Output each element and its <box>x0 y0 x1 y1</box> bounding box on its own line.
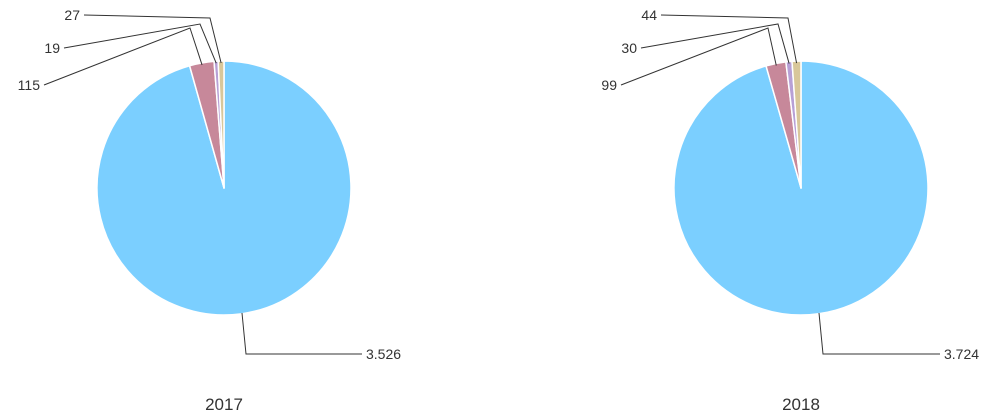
leader-line-2017-0 <box>241 312 362 355</box>
slice-label-2017-2: 19 <box>44 40 60 56</box>
slice-label-2017-1: 115 <box>18 77 41 93</box>
chart-title-2017: 2017 <box>205 395 243 414</box>
pie-chart-2017: 3.526 115 19 27 2017 <box>18 7 402 414</box>
chart-title-2018: 2018 <box>782 395 820 414</box>
leader-line-2018-0 <box>818 312 940 355</box>
leader-line-2017-3 <box>83 14 222 64</box>
slice-label-2018-0: 3.724 <box>944 346 979 362</box>
slice-label-2018-1: 99 <box>601 77 617 93</box>
slice-label-2017-0: 3.526 <box>366 346 401 362</box>
leader-line-2018-1 <box>620 27 777 86</box>
leader-line-2018-2 <box>640 23 790 64</box>
slice-label-2017-3: 27 <box>64 7 80 23</box>
slice-label-2018-3: 44 <box>641 7 657 23</box>
leader-line-2017-1 <box>43 27 203 86</box>
leader-line-2018-3 <box>660 14 798 64</box>
pie-chart-2018: 3.724 99 30 44 2018 <box>601 7 979 414</box>
slice-label-2018-2: 30 <box>621 40 637 56</box>
leader-line-2017-2 <box>63 23 217 64</box>
